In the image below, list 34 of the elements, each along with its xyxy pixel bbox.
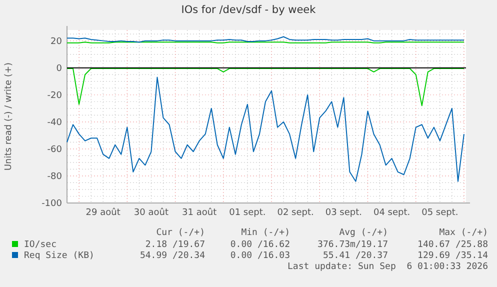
text: Last update: Sun Sep 6 01:00:33 2026 xyxy=(288,262,488,272)
y-tick-label: 0 xyxy=(56,64,62,74)
text: 0.00 /16.03 xyxy=(230,251,290,261)
text: Cur (-/+) xyxy=(156,228,205,238)
y-tick-label: -60 xyxy=(47,144,62,155)
text: 376.73m/19.17 xyxy=(318,240,388,250)
x-tick-label: 05 sept. xyxy=(422,208,458,218)
y-axis-title: Units read (-) / write (+) xyxy=(4,62,14,171)
y-tick-label: -20 xyxy=(47,90,62,101)
y-tick-label: -80 xyxy=(47,172,62,182)
y-tick-label: -100 xyxy=(42,199,62,209)
text: 129.69 /35.14 xyxy=(418,251,488,261)
text: 55.41 /20.37 xyxy=(322,251,388,261)
text: Min (-/+) xyxy=(241,228,290,238)
x-tick-label: 30 août xyxy=(134,207,169,218)
text: Max (-/+) xyxy=(439,228,488,238)
x-tick-label: 29 août xyxy=(86,207,121,218)
text: 2.18 /19.67 xyxy=(145,240,205,250)
text: 0.00 /16.62 xyxy=(230,240,290,250)
y-tick-label: 20 xyxy=(50,36,62,47)
line-series xyxy=(66,76,464,182)
x-tick-label: 03 sept. xyxy=(325,208,362,218)
x-tick-label: 01 sept. xyxy=(229,208,266,218)
text: Avg (-/+) xyxy=(339,228,388,238)
legend-label: IO/sec xyxy=(24,240,57,250)
text: 140.67 /25.88 xyxy=(418,240,488,250)
legend-label: Req Size (KB) xyxy=(24,251,94,261)
x-tick-label: 02 sept. xyxy=(277,208,314,218)
line-series xyxy=(66,68,464,106)
x-tick-label: 04 sept. xyxy=(373,208,410,218)
chart-title: IOs for /dev/sdf - by week xyxy=(181,4,317,16)
text: 54.99 /20.34 xyxy=(140,251,205,261)
y-tick-label: -40 xyxy=(47,118,62,128)
x-tick-label: 31 août xyxy=(182,207,218,218)
